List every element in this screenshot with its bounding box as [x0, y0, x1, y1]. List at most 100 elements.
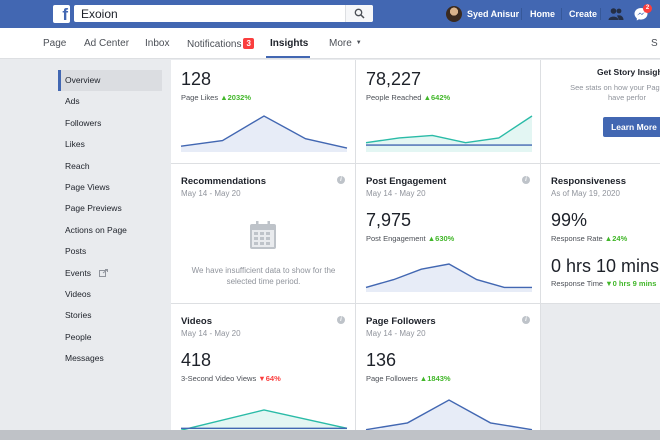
people-reached-teal-line	[365, 115, 533, 144]
post-engagement-stat: Post Engagement ▲630%	[366, 234, 454, 243]
post-engagement-value: 7,975	[366, 210, 412, 230]
tab-notifications[interactable]: Notifications 3	[187, 38, 254, 50]
page-likes-chart	[180, 115, 348, 152]
sidebar-item-page-views[interactable]: Page Views	[65, 181, 110, 192]
videos-chart	[180, 409, 348, 433]
page-followers-line	[365, 399, 533, 431]
messages-badge: 2	[643, 4, 652, 13]
page-followers-stat: Page Followers ▲1843%	[366, 374, 451, 383]
trend-down-icon: ▼	[258, 374, 266, 383]
response-time-label: Response Time	[551, 279, 604, 288]
tab-page[interactable]: Page	[43, 38, 67, 49]
page-followers-date: May 14 - May 20	[366, 329, 426, 338]
divider	[521, 8, 522, 20]
search-button[interactable]	[345, 5, 373, 22]
post-engagement-card[interactable]: Post Engagement i May 14 - May 20 7,975 …	[356, 164, 541, 304]
sidebar-item-videos[interactable]: Videos	[65, 288, 91, 299]
divider	[561, 8, 562, 20]
search-input[interactable]: Exoion	[74, 5, 373, 22]
sidebar-item-stories[interactable]: Stories	[65, 310, 92, 321]
trend-up-icon: ▲	[427, 234, 436, 243]
page-nav: Page Ad Center Inbox Notifications 3 Insi…	[0, 28, 660, 59]
recommendations-date: May 14 - May 20	[181, 189, 241, 198]
videos-label: 3-Second Video Views	[181, 374, 257, 383]
tab-inbox[interactable]: Inbox	[145, 38, 170, 49]
tab-notifications-label: Notifications	[187, 39, 242, 50]
videos-stat: 3-Second Video Views ▼64%	[181, 374, 281, 383]
post-engagement-change: 630%	[435, 234, 455, 243]
divider	[600, 8, 601, 20]
videos-title: Videos	[181, 316, 212, 327]
sidebar-item-page-previews[interactable]: Page Previews	[65, 203, 122, 214]
sidebar-item-label: Events	[65, 267, 91, 278]
create-link[interactable]: Create	[569, 9, 598, 19]
sidebar-item-events[interactable]: Events	[58, 263, 162, 284]
response-rate-label: Response Rate	[551, 234, 603, 243]
recommendations-title: Recommendations	[181, 176, 266, 187]
trend-up-icon: ▲	[604, 234, 613, 243]
page-followers-area	[366, 400, 532, 433]
tab-more-label: More	[329, 38, 352, 49]
search-icon	[354, 8, 365, 19]
sidebar-item-actions-on-page[interactable]: Actions on Page	[65, 224, 127, 235]
page-followers-label: Page Followers	[366, 374, 418, 383]
responsiveness-card[interactable]: Responsiveness As of May 19, 2020 99% Re…	[541, 164, 660, 304]
page-followers-change: 1843%	[427, 374, 451, 383]
search-text: Exoion	[81, 7, 118, 21]
info-icon[interactable]: i	[522, 176, 530, 184]
page-likes-card[interactable]: 128 Page Likes ▲2032%	[171, 60, 356, 164]
story-title: Get Story Insigh	[597, 67, 660, 77]
sidebar-item-messages[interactable]: Messages	[65, 353, 104, 364]
responsiveness-title: Responsiveness	[551, 176, 626, 187]
sidebar-item-reach[interactable]: Reach	[65, 160, 90, 171]
response-time-change: 0 hrs 9 mins	[612, 279, 657, 288]
chevron-down-icon: ▼	[355, 40, 362, 46]
story-description: See stats on how your Pag stories have p…	[570, 83, 660, 102]
post-engagement-area	[366, 264, 532, 292]
insights-sidebar: Overview Ads Followers Likes Reach Page …	[58, 70, 162, 369]
people-reached-label: People Reached	[366, 93, 422, 102]
response-rate-value: 99%	[551, 210, 588, 230]
sidebar-item-ads[interactable]: Ads	[65, 96, 80, 107]
trend-down-icon: ▼	[605, 279, 613, 288]
post-engagement-date: May 14 - May 20	[366, 189, 426, 198]
sidebar-item-posts[interactable]: Posts	[65, 246, 87, 257]
trend-up-icon: ▲	[423, 93, 431, 102]
info-icon[interactable]: i	[337, 316, 345, 324]
learn-more-button[interactable]: Learn More	[603, 117, 660, 137]
story-insights-card: Get Story Insigh See stats on how your P…	[541, 60, 660, 164]
horizontal-scrollbar[interactable]	[0, 430, 660, 440]
page-followers-value: 136	[366, 350, 397, 370]
tab-insights[interactable]: Insights	[270, 38, 309, 49]
sidebar-item-people[interactable]: People	[65, 331, 92, 342]
empty-state-text: We have insufficient data to show for th…	[191, 266, 336, 286]
tab-settings[interactable]: S	[651, 38, 658, 49]
responsiveness-date: As of May 19, 2020	[551, 189, 620, 198]
facebook-logo-icon[interactable]: f	[53, 5, 70, 23]
people-reached-change: 642%	[431, 93, 451, 102]
sidebar-item-followers[interactable]: Followers	[65, 117, 102, 128]
sidebar-item-overview[interactable]: Overview	[58, 70, 162, 92]
videos-area	[181, 410, 347, 433]
people-reached-card[interactable]: 78,227 People Reached ▲642%	[356, 60, 541, 164]
page-followers-card[interactable]: Page Followers i May 14 - May 20 136 Pag…	[356, 304, 541, 434]
sidebar-item-likes[interactable]: Likes	[65, 139, 85, 150]
post-engagement-chart	[365, 263, 532, 292]
info-icon[interactable]: i	[522, 316, 530, 324]
notifications-badge: 3	[243, 38, 254, 49]
home-link[interactable]: Home	[530, 9, 556, 19]
people-reached-value: 78,227	[366, 69, 422, 89]
post-engagement-line	[365, 263, 532, 289]
profile-link[interactable]: Syed Anisur	[467, 9, 520, 19]
tab-more[interactable]: More ▼	[329, 38, 362, 49]
avatar[interactable]	[446, 6, 462, 22]
tab-ad-center[interactable]: Ad Center	[84, 38, 130, 49]
friends-icon[interactable]	[608, 7, 624, 21]
calendar-icon	[250, 221, 276, 249]
post-engagement-label: Post Engagement	[366, 234, 426, 243]
page-likes-label: Page Likes	[181, 93, 219, 102]
videos-card[interactable]: Videos i May 14 - May 20 418 3-Second Vi…	[171, 304, 356, 434]
trend-up-icon: ▲	[419, 374, 428, 383]
videos-change: 64%	[265, 374, 281, 383]
info-icon[interactable]: i	[337, 176, 345, 184]
